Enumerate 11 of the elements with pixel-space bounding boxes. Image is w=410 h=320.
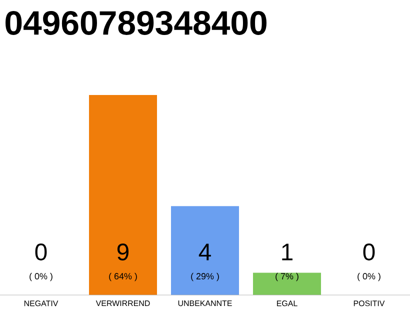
annotation: ( 64% ) (109, 272, 137, 282)
annotation: ( 0% ) (30, 272, 52, 282)
data-label: 9 (117, 244, 129, 260)
annotation: ( 29% ) (191, 272, 219, 282)
data-label: 4 (198, 244, 211, 260)
data-label: 0 (35, 244, 47, 260)
annotation: ( 7% ) (276, 272, 298, 282)
annotation: ( 0% ) (358, 272, 380, 282)
chart-title: 04960789348400 (6, 10, 266, 36)
data-label: 1 (282, 244, 292, 260)
data-label: 0 (363, 244, 375, 260)
